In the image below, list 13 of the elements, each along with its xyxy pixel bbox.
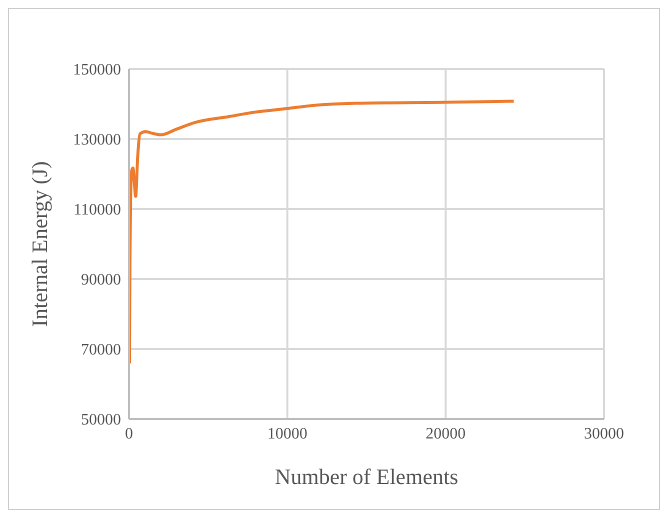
y-tick-label: 130000 — [73, 132, 121, 149]
y-tick-label: 110000 — [74, 202, 121, 219]
line-series — [129, 100, 516, 365]
y-axis-title: Internal Energy (J) — [26, 161, 52, 327]
x-tick-label: 0 — [125, 425, 133, 442]
y-tick-label: 70000 — [81, 342, 121, 359]
y-tick-label: 150000 — [73, 62, 121, 79]
y-tick-label: 90000 — [81, 272, 121, 289]
x-tick-label: 20000 — [426, 425, 466, 442]
x-tick-label: 30000 — [584, 425, 624, 442]
x-tick-label: 10000 — [267, 425, 308, 442]
x-axis-title: Number of Elements — [274, 464, 458, 489]
y-tick-label: 50000 — [81, 412, 121, 429]
